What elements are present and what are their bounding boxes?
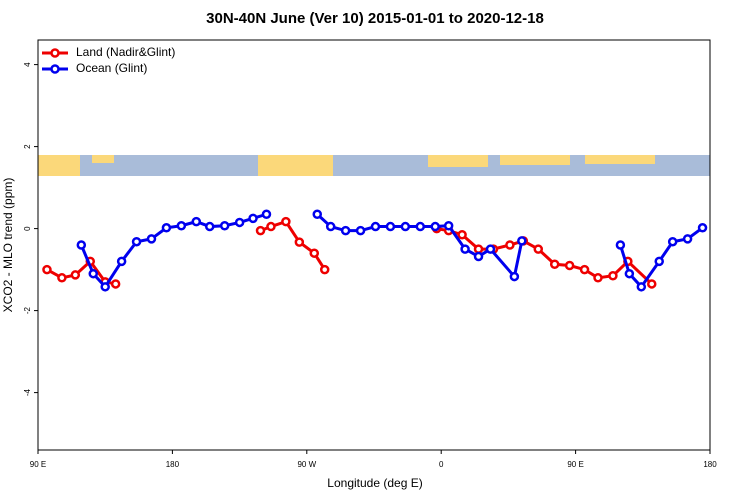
data-point <box>110 279 121 289</box>
data-point <box>340 225 351 236</box>
data-point <box>608 271 618 281</box>
data-point <box>430 221 440 232</box>
data-point <box>460 244 470 254</box>
data-point <box>654 256 664 267</box>
data-point <box>161 223 172 233</box>
data-point <box>116 256 127 267</box>
y-tick-label: -4 <box>23 388 32 396</box>
data-point <box>176 220 187 231</box>
data-point <box>355 225 366 236</box>
data-point <box>370 221 381 232</box>
data-point <box>42 264 52 275</box>
data-point <box>443 220 454 231</box>
data-point <box>473 251 484 262</box>
legend-marker <box>50 48 60 58</box>
x-tick-label: 0 <box>439 460 444 469</box>
data-point <box>385 221 396 232</box>
data-point <box>682 234 693 244</box>
data-point <box>266 221 276 232</box>
plot-frame <box>37 39 711 451</box>
x-tick-label: 90 E <box>567 460 583 469</box>
data-point <box>647 279 657 289</box>
data-point <box>517 236 527 246</box>
legend-marker <box>50 64 60 74</box>
y-tick-label: 0 <box>23 226 32 231</box>
data-point <box>88 268 99 279</box>
data-point <box>485 244 496 254</box>
map-band <box>38 155 710 176</box>
data-point <box>579 264 590 275</box>
data-point <box>533 244 544 254</box>
data-point <box>57 273 67 283</box>
data-point <box>593 273 603 283</box>
legend-label: Ocean (Glint) <box>76 61 147 75</box>
data-point <box>325 221 336 232</box>
x-tick-label: 180 <box>166 460 180 469</box>
data-point <box>281 216 291 227</box>
x-axis-label: Longitude (deg E) <box>327 476 422 490</box>
data-point <box>255 225 266 236</box>
data-point <box>615 240 626 250</box>
data-point <box>564 260 575 271</box>
data-point <box>636 282 647 292</box>
data-point <box>697 223 708 233</box>
data-point <box>261 209 272 219</box>
data-point <box>312 209 323 219</box>
legend-label: Land (Nadir&Glint) <box>76 45 175 59</box>
data-point <box>219 220 230 231</box>
data-point <box>76 240 87 250</box>
y-axis-label: XCO2 - MLO trend (ppm) <box>1 178 15 313</box>
x-tick-label: 90 E <box>30 460 46 469</box>
data-point <box>146 234 157 244</box>
chart-title: 30N-40N June (Ver 10) 2015-01-01 to 2020… <box>206 10 544 27</box>
data-point <box>319 264 330 275</box>
data-point <box>667 236 678 247</box>
data-point <box>309 248 320 258</box>
data-point <box>509 271 520 282</box>
x-tick-label: 90 W <box>297 460 316 469</box>
data-point <box>457 230 467 240</box>
data-point <box>234 217 245 228</box>
data-point <box>549 259 560 270</box>
y-tick-label: 2 <box>23 144 32 149</box>
data-point <box>70 270 81 280</box>
data-point <box>204 221 215 232</box>
data-point <box>624 268 635 279</box>
data-point <box>473 244 484 254</box>
data-point <box>415 221 426 232</box>
data-point <box>191 216 202 227</box>
y-tick-label: 4 <box>23 62 32 67</box>
data-point <box>248 213 258 224</box>
y-tick-label: -2 <box>23 306 32 314</box>
data-point <box>100 282 110 292</box>
data-point <box>400 221 411 232</box>
data-point <box>505 240 515 250</box>
x-tick-label: 180 <box>703 460 717 469</box>
data-point <box>294 237 305 247</box>
data-point <box>131 236 142 247</box>
